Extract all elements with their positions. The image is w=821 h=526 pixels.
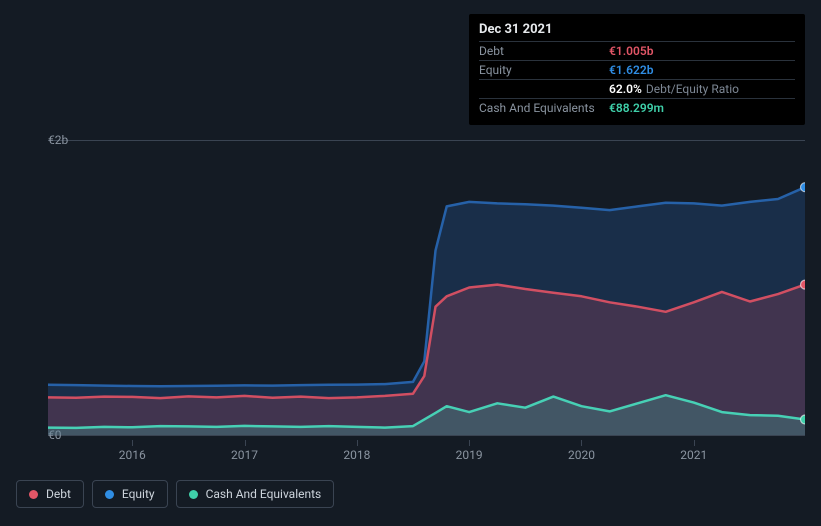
legend-dot-cash: [189, 490, 198, 499]
chart-tooltip: Dec 31 2021 Debt€1.005bEquity€1.622b62.0…: [469, 14, 805, 125]
end-marker-cash: [801, 415, 806, 424]
legend-dot-debt: [29, 490, 38, 499]
x-tick: 2019: [456, 448, 483, 462]
legend-label-debt: Debt: [46, 487, 71, 501]
legend-label-cash: Cash And Equivalents: [206, 487, 322, 501]
tooltip-row-label: Cash And Equivalents: [479, 101, 609, 115]
legend-label-equity: Equity: [122, 487, 155, 501]
end-marker-equity: [801, 183, 806, 192]
end-marker-debt: [801, 280, 806, 289]
legend-item-equity[interactable]: Equity: [92, 480, 168, 508]
tooltip-row: 62.0% Debt/Equity Ratio: [479, 79, 795, 98]
legend-item-debt[interactable]: Debt: [16, 480, 84, 508]
tooltip-row-value: 62.0%: [609, 82, 642, 96]
chart-legend: Debt Equity Cash And Equivalents: [16, 480, 334, 508]
x-tick: 2021: [680, 448, 707, 462]
tooltip-row-value: €88.299m: [609, 101, 664, 115]
x-tick: 2016: [119, 448, 146, 462]
x-tick-mark: [469, 440, 470, 446]
x-tick-mark: [694, 440, 695, 446]
tooltip-row: Debt€1.005b: [479, 41, 795, 60]
chart-plot-area: €2b €0: [16, 140, 805, 435]
x-tick-mark: [132, 440, 133, 446]
tooltip-row-label: Debt: [479, 44, 609, 58]
x-tick: 2018: [343, 448, 370, 462]
tooltip-row-secondary: Debt/Equity Ratio: [646, 82, 739, 96]
legend-item-cash[interactable]: Cash And Equivalents: [176, 480, 335, 508]
tooltip-row-value: €1.622b: [609, 63, 653, 77]
x-tick-mark: [357, 440, 358, 446]
x-tick: 2017: [231, 448, 258, 462]
tooltip-row: Cash And Equivalents€88.299m: [479, 98, 795, 117]
tooltip-row: Equity€1.622b: [479, 60, 795, 79]
legend-dot-equity: [105, 490, 114, 499]
x-tick-mark: [581, 440, 582, 446]
tooltip-row-label: Equity: [479, 63, 609, 77]
x-tick-mark: [245, 440, 246, 446]
chart-svg: [48, 140, 805, 435]
gridline-bottom: [48, 435, 805, 436]
tooltip-date: Dec 31 2021: [479, 20, 795, 41]
x-tick: 2020: [568, 448, 595, 462]
tooltip-row-value: €1.005b: [609, 44, 653, 58]
tooltip-row-label: [479, 82, 609, 96]
x-axis: 2016 2017 2018 2019 2020 2021: [16, 440, 805, 460]
